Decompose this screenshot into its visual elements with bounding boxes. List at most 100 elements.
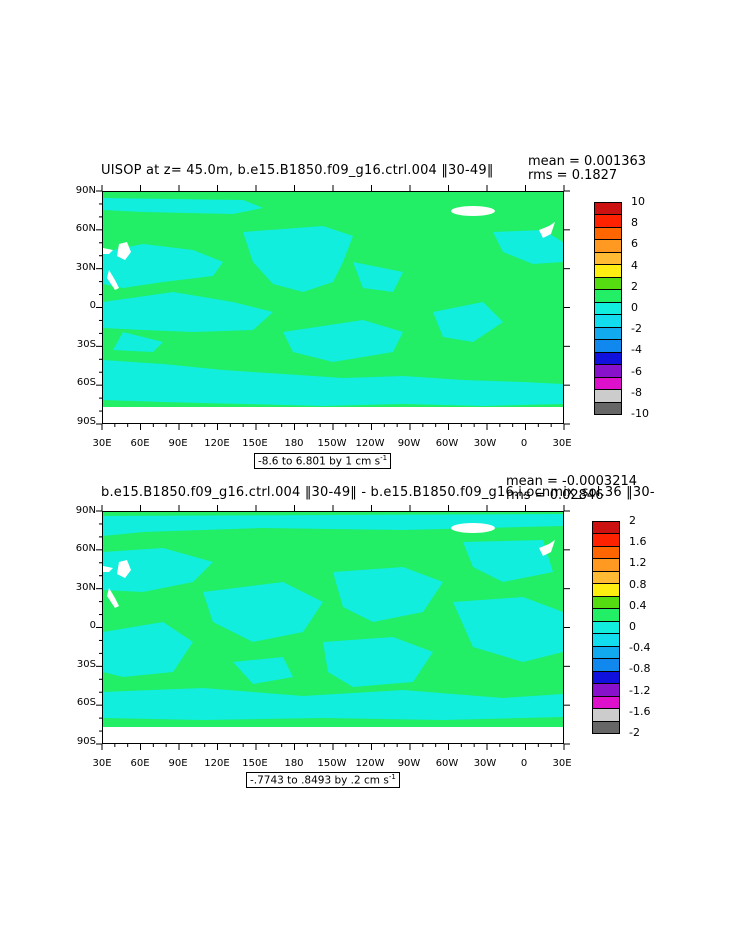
colorbar-cell [594,289,622,303]
x-tick-label: 30E [92,438,112,449]
x-tick-label: 0 [520,438,528,449]
colorbar-cell [592,670,620,685]
colorbar-cell [592,683,620,697]
colorbar [592,521,620,734]
colorbar-label: 2 [629,514,636,527]
field-region [103,244,223,288]
field-region [103,622,193,677]
y-tick-label: 60N [75,223,96,234]
colorbar-cell [594,239,622,253]
field-region [463,540,553,582]
colorbar-label: -10 [631,407,649,420]
y-tick-label: 0 [89,300,96,311]
x-tick-label: 0 [520,758,528,769]
mean-label: mean = -0.0003214 [506,474,638,489]
x-tick-label: 30W [473,438,497,449]
x-tick-label: 90E [168,758,188,769]
colorbar-cell [592,595,620,610]
colorbar-cell [594,264,622,278]
x-tick-label: 120E [204,438,230,449]
colorbar-label: -0.4 [629,641,651,655]
map-field [103,192,563,423]
axes-ticks [96,185,570,430]
land-island [117,560,131,578]
y-tick-label: 90N [75,505,96,516]
y-tick-label: 30N [75,262,96,273]
field-region [283,320,403,362]
rms-label: rms = 0.1827 [528,168,618,183]
range-unit-sup: -1 [380,454,388,462]
field-region [323,637,433,687]
y-tick-label: 30S [76,339,96,350]
colorbar-label: 0 [631,301,638,314]
land-island [103,566,113,572]
colorbar-label: 2 [631,279,638,293]
colorbar-cell [594,226,622,241]
x-tick-label: 120W [355,438,385,449]
map-field [103,512,563,743]
field-region [353,262,403,292]
range-label: -8.6 to 6.801 by 1 cm s [258,455,381,468]
colorbar-label: -6 [631,364,642,378]
colorbar-label: 0.4 [629,598,647,612]
field-region [493,230,563,264]
x-tick-label: 150E [242,438,268,449]
colorbar-cell [594,202,622,216]
x-tick-label: 60W [435,438,459,449]
colorbar [594,202,622,415]
contour-range-box: -.7743 to .8493 by .2 cm s-1 [246,772,400,788]
x-tick-label: 180 [284,438,304,449]
field-region [113,332,163,352]
axes-ticks [96,505,570,750]
colorbar-cell [594,326,622,341]
field-region [203,582,323,642]
colorbar-cell [594,351,622,366]
field-region [103,198,263,214]
y-tick-label: 60S [76,377,96,388]
x-tick-label: 180 [284,758,304,769]
x-tick-label: 150E [242,758,268,769]
colorbar-cell [594,401,622,415]
land-svalbard [539,540,555,556]
colorbar-label: -2 [631,322,642,336]
colorbar-label: 4 [631,258,638,272]
y-tick-label: 0 [89,620,96,631]
colorbar-label: 1.2 [629,556,647,570]
range-unit-sup: -1 [388,773,396,781]
land-greenland [451,206,495,216]
field-region [243,226,353,292]
y-tick-label: 90S [76,736,96,747]
field-region [103,292,273,332]
land-greenland [451,523,495,533]
colorbar-cell [594,276,622,291]
colorbar-cell [592,533,620,547]
colorbar-label: 8 [631,216,638,230]
field-region [103,688,563,720]
rms-label: rms = 0.02846 [506,488,604,503]
colorbar-cell [592,645,620,660]
y-tick-label: 30N [75,582,96,593]
colorbar-cell [594,339,622,353]
x-tick-label: 60W [435,758,459,769]
colorbar-cell [592,521,620,535]
colorbar-cell [594,389,622,403]
x-tick-label: 30W [473,758,497,769]
colorbar-label: -1.2 [629,683,651,697]
x-tick-label: 30E [92,758,112,769]
colorbar-cell [592,545,620,560]
colorbar-label: 1.6 [629,535,647,549]
field-region [433,302,503,342]
colorbar-cell [594,214,622,228]
colorbar-cell [592,633,620,647]
field-region [333,567,443,622]
y-tick-label: 30S [76,659,96,670]
land-svalbard [539,222,555,238]
y-tick-label: 60N [75,543,96,554]
land-antarctica [103,407,563,423]
range-label: -.7743 to .8493 by .2 cm s [250,774,389,787]
colorbar-label: -1.6 [629,704,651,718]
land-island [107,588,119,608]
x-tick-label: 150W [317,438,347,449]
field-region [453,597,563,662]
colorbar-cell [594,314,622,328]
